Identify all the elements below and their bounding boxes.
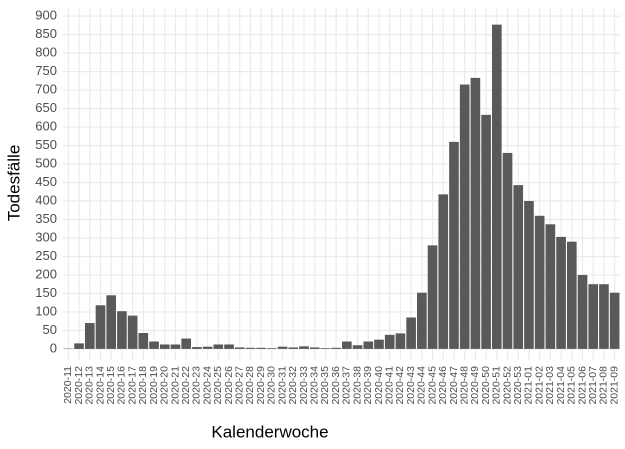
bar — [74, 343, 84, 349]
bar — [567, 242, 577, 349]
bar — [535, 216, 545, 349]
y-tick-label: 350 — [35, 211, 57, 226]
bar — [149, 342, 159, 349]
y-tick-label: 300 — [35, 229, 57, 244]
y-tick-label: 50 — [43, 322, 57, 337]
bar — [406, 317, 416, 348]
bar — [321, 348, 331, 349]
bar — [492, 25, 502, 349]
bar — [213, 344, 223, 348]
bar — [192, 347, 202, 349]
bar — [96, 305, 106, 349]
y-tick-label: 800 — [35, 45, 57, 60]
bar — [331, 348, 341, 349]
bar — [203, 347, 213, 349]
bar — [106, 295, 116, 349]
bar — [524, 201, 534, 349]
bar — [417, 293, 427, 349]
bar — [513, 185, 523, 349]
y-tick-label: 0 — [50, 340, 57, 355]
bar — [117, 311, 127, 349]
bar — [588, 284, 598, 349]
y-tick-label: 900 — [35, 8, 57, 23]
bar — [556, 237, 566, 349]
bar — [353, 345, 363, 349]
bar — [363, 342, 373, 349]
y-tick-label: 850 — [35, 26, 57, 41]
bar — [224, 344, 234, 348]
bar — [503, 153, 513, 349]
bar — [546, 224, 556, 349]
bar — [385, 335, 395, 349]
bar — [299, 346, 309, 349]
y-tick-label: 750 — [35, 63, 57, 78]
bar — [438, 194, 448, 349]
y-tick-label: 400 — [35, 192, 57, 207]
bar — [310, 347, 320, 348]
bar — [610, 293, 620, 349]
x-tick-label: 2021-09 — [608, 366, 620, 405]
bar — [599, 284, 609, 349]
y-tick-label: 450 — [35, 174, 57, 189]
bar — [139, 333, 149, 349]
bar — [160, 344, 170, 348]
bar — [128, 316, 138, 349]
bar — [449, 142, 459, 349]
bar — [460, 85, 470, 349]
bar — [267, 348, 277, 349]
bar — [246, 348, 256, 349]
x-axis-label: Kalenderwoche — [211, 422, 328, 441]
y-tick-label: 250 — [35, 248, 57, 263]
bar — [256, 348, 266, 349]
bar — [471, 78, 481, 349]
y-tick-label: 600 — [35, 118, 57, 133]
y-tick-label: 550 — [35, 137, 57, 152]
bar — [481, 115, 491, 349]
bar — [85, 323, 95, 349]
y-tick-label: 100 — [35, 303, 57, 318]
bar — [278, 347, 288, 349]
y-tick-label: 650 — [35, 100, 57, 115]
bar — [578, 275, 588, 349]
y-tick-label: 500 — [35, 155, 57, 170]
y-tick-label: 200 — [35, 266, 57, 281]
bar — [235, 347, 245, 348]
bar — [342, 342, 352, 349]
bar — [181, 339, 191, 349]
bar — [171, 344, 181, 348]
bar — [288, 347, 298, 348]
bar — [428, 245, 438, 349]
y-tick-label: 150 — [35, 285, 57, 300]
bar — [396, 333, 406, 349]
y-axis-label: Todesfälle — [4, 145, 23, 222]
bar — [374, 340, 384, 349]
y-tick-label: 700 — [35, 82, 57, 97]
